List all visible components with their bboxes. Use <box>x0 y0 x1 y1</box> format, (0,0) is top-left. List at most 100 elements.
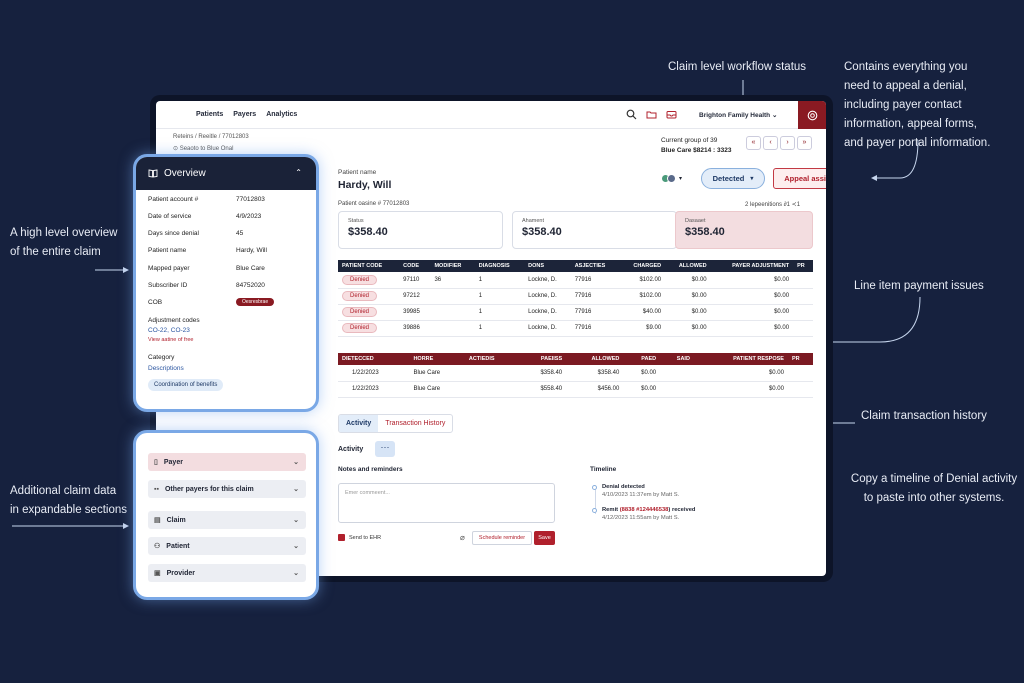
table-cell <box>430 320 475 337</box>
table-header-row: DIETECCED HORRE ACTIEDIS PAEIISS ALLOWED… <box>338 353 813 365</box>
table-row[interactable]: Denied 39886 1 Lockne, D. 77916 $9.00 $0… <box>338 320 813 337</box>
card-label: Ahament <box>522 218 545 224</box>
table-cell: $102.00 <box>619 288 666 305</box>
table-cell: 77916 <box>570 320 620 337</box>
section-provider[interactable]: ▣ Provider ⌄ <box>148 564 306 582</box>
table-cell <box>430 288 475 305</box>
first-page-button[interactable]: « <box>746 136 761 150</box>
status-badge: Denied <box>342 307 378 317</box>
next-page-button[interactable]: › <box>780 136 795 150</box>
table-row[interactable]: Denied 97212 1 Lockne, D. 77916 $102.00 … <box>338 288 813 305</box>
table-cell: 36 <box>430 272 475 289</box>
table-row[interactable]: 1/22/2023 Blue Care $358.40 $358.40 $0.0… <box>338 365 813 382</box>
section-label: Provider <box>166 569 196 577</box>
chevron-up-icon[interactable]: ⌃ <box>295 168 302 177</box>
workflow-status-label: Detected <box>712 174 745 183</box>
appeal-assistance-button[interactable]: Appeal assistance <box>773 168 826 189</box>
schedule-reminder-button[interactable]: Schedule reminder <box>472 531 532 545</box>
send-to-ehr-checkbox[interactable]: Send to EHR <box>338 534 381 541</box>
back-link[interactable]: ⊙ Seaoto to Blue Onal <box>173 146 234 152</box>
section-payer[interactable]: ▯ Payer ⌄ <box>148 453 306 471</box>
search-icon[interactable] <box>626 109 637 120</box>
table-cell: $0.00 <box>693 381 788 398</box>
section-patient[interactable]: ⚇ Patient ⌄ <box>148 537 306 555</box>
table-row[interactable]: Denied 39985 1 Lockne, D. 77916 $40.00 $… <box>338 304 813 321</box>
table-cell: $9.00 <box>619 320 666 337</box>
card-value: $358.40 <box>348 226 388 238</box>
nav-analytics[interactable]: Analytics <box>266 111 298 118</box>
table-header-row: PATIENT CODE CODE MODIFIER DIAGNOSIS DON… <box>338 260 813 272</box>
nav-icons <box>626 109 677 120</box>
table-row[interactable]: Denied 97110 36 1 Lockne, D. 77916 $102.… <box>338 272 813 289</box>
table-cell <box>793 304 813 321</box>
breadcrumb[interactable]: Reteins / Reeitle / 77012803 <box>173 134 249 140</box>
chevron-down-icon: ⌄ <box>293 570 299 577</box>
table-cell <box>660 381 694 398</box>
overview-label: Patient account # <box>148 196 199 203</box>
table-cell: Blue Care <box>409 381 465 398</box>
cob-pill[interactable]: Coordination of benefits <box>148 379 224 391</box>
overview-label: Subscriber ID <box>148 282 188 289</box>
person-icon: ⚇ <box>154 543 161 550</box>
section-label: Claim <box>166 516 186 524</box>
workflow-status-dropdown[interactable]: Detected ▾ <box>701 168 765 189</box>
status-badge: Denied <box>342 323 378 333</box>
more-options-button[interactable]: ··· <box>375 441 395 457</box>
section-claim[interactable]: ▤ Claim ⌄ <box>148 511 306 529</box>
overview-value: 77012803 <box>236 196 265 203</box>
avatar-group[interactable]: ▾ <box>661 174 682 183</box>
table-cell: $358.40 <box>566 365 624 382</box>
table-cell: $0.00 <box>710 288 794 305</box>
group-info: Current group of 39 Blue Care $8214 : 33… <box>661 136 731 156</box>
table-cell: 1 <box>474 272 525 289</box>
category-value[interactable]: Descriptions <box>148 365 184 372</box>
chevron-down-icon: ⌄ <box>293 517 299 524</box>
chevron-down-icon: ⌄ <box>293 486 299 493</box>
column-header: ASJECTIES <box>570 260 620 272</box>
overview-header[interactable]: Overview ⌃ <box>136 157 316 190</box>
save-button[interactable]: Save <box>534 531 555 545</box>
last-page-button[interactable]: » <box>797 136 812 150</box>
annotation-transaction-history: Claim transaction history <box>861 410 987 422</box>
paperclip-icon[interactable]: ⌀ <box>460 533 465 542</box>
column-header: PR <box>787 353 813 365</box>
annotation-line: need to appeal a denial, <box>844 80 967 92</box>
comment-input[interactable]: Emer commeent... <box>338 483 555 523</box>
table-cell <box>464 365 519 382</box>
tab-activity[interactable]: Activity <box>339 415 379 432</box>
table-cell: 97110 <box>399 272 431 289</box>
chevron-down-icon: ▾ <box>679 176 683 182</box>
tab-transaction-history[interactable]: Transaction History <box>385 420 446 427</box>
column-header: PAED <box>623 353 661 365</box>
table-cell: 77916 <box>570 304 620 321</box>
help-button[interactable] <box>798 101 826 129</box>
remit-link[interactable]: (8838 #124446538 <box>619 507 669 513</box>
table-cell: 1/22/2023 <box>338 381 410 398</box>
nav-payers[interactable]: Payers <box>233 111 257 118</box>
view-link[interactable]: View aatine of free <box>148 337 194 343</box>
nav-patients[interactable]: Patients <box>196 111 224 118</box>
table-cell: $0.00 <box>710 304 794 321</box>
timeline-title: Remit (8838 #124446538) received <box>602 506 695 514</box>
table-cell: $0.00 <box>623 381 661 398</box>
table-cell <box>660 365 694 382</box>
inbox-icon[interactable] <box>666 109 677 120</box>
card-label: Status <box>348 218 364 224</box>
section-other-payers[interactable]: ▪▪ Other payers for this claim ⌄ <box>148 480 306 498</box>
overview-label: COB <box>148 299 163 306</box>
prev-page-button[interactable]: ‹ <box>763 136 778 150</box>
table-cell: Lockne, D. <box>524 288 571 305</box>
top-nav: Patients Payers Analytics Brighton Famil… <box>156 101 826 129</box>
table-cell: $102.00 <box>619 272 666 289</box>
column-header: CODE <box>399 260 431 272</box>
card-value: $358.40 <box>685 226 725 238</box>
card-value: $358.40 <box>522 226 562 238</box>
table-row[interactable]: 1/22/2023 Blue Care $558.40 $456.00 $0.0… <box>338 381 813 398</box>
org-selector[interactable]: Brighton Family Health ⌄ <box>699 111 777 119</box>
transaction-table: DIETECCED HORRE ACTIEDIS PAEIISS ALLOWED… <box>338 353 813 398</box>
annotation-line: including payer contact <box>844 99 962 111</box>
document-icon: ▯ <box>154 459 158 466</box>
column-header: MODIFIER <box>430 260 475 272</box>
adjustment-label: Adjustment codes <box>148 317 200 324</box>
folder-icon[interactable] <box>646 109 657 120</box>
